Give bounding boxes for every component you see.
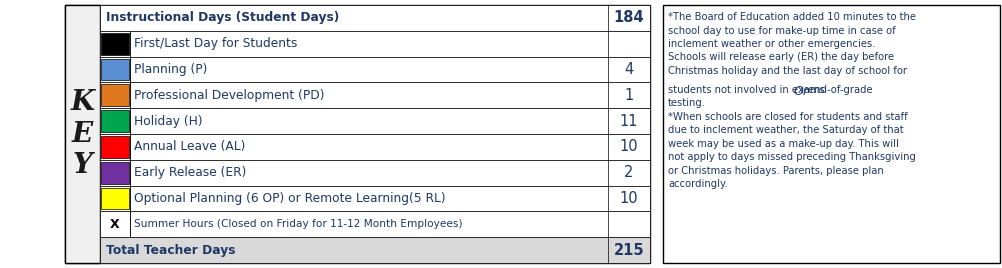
Bar <box>100 82 649 108</box>
Text: Instructional Days (Student Days): Instructional Days (Student Days) <box>106 12 339 24</box>
Bar <box>101 136 129 158</box>
Text: Schools will release early (ER) the day before: Schools will release early (ER) the day … <box>667 53 893 62</box>
Bar <box>100 160 649 186</box>
Text: K
E
Y: K E Y <box>70 89 94 179</box>
Bar <box>100 237 649 263</box>
Text: *The Board of Education added 10 minutes to the: *The Board of Education added 10 minutes… <box>667 12 915 22</box>
Text: 10: 10 <box>619 139 637 154</box>
Bar <box>100 160 130 186</box>
Bar <box>101 59 129 80</box>
Text: Annual Leave (AL): Annual Leave (AL) <box>134 140 245 153</box>
Text: Early Release (ER): Early Release (ER) <box>134 166 246 179</box>
Bar <box>100 57 649 82</box>
Text: students not involved in exams: students not involved in exams <box>667 85 827 95</box>
Bar <box>100 57 130 82</box>
Bar <box>101 110 129 132</box>
Text: due to inclement weather, the Saturday of that: due to inclement weather, the Saturday o… <box>667 125 903 135</box>
Text: 11: 11 <box>619 114 637 129</box>
Bar <box>101 188 129 209</box>
Bar <box>100 82 130 108</box>
Bar <box>100 211 649 237</box>
Text: First/Last Day for Students: First/Last Day for Students <box>134 37 297 50</box>
Text: not apply to days missed preceding Thanksgiving: not apply to days missed preceding Thank… <box>667 152 915 162</box>
Bar <box>101 84 129 106</box>
Bar <box>100 108 649 134</box>
Text: 184: 184 <box>613 10 643 25</box>
Bar <box>100 134 130 160</box>
Text: school day to use for make-up time in case of: school day to use for make-up time in ca… <box>667 25 895 35</box>
Text: 215: 215 <box>613 243 643 258</box>
Text: Total Teacher Days: Total Teacher Days <box>106 244 235 256</box>
Bar <box>100 186 130 211</box>
Text: *When schools are closed for students and staff: *When schools are closed for students an… <box>667 112 907 122</box>
Bar <box>100 134 649 160</box>
Text: 2: 2 <box>623 165 633 180</box>
Text: accordingly.: accordingly. <box>667 179 727 189</box>
Bar <box>100 211 130 237</box>
Bar <box>100 5 649 31</box>
Bar <box>100 186 649 211</box>
Bar <box>662 5 999 263</box>
Text: inclement weather or other emergencies.: inclement weather or other emergencies. <box>667 39 875 49</box>
Bar <box>101 162 129 184</box>
Text: Or: Or <box>793 85 808 98</box>
Bar <box>65 5 100 263</box>
Bar <box>100 31 130 57</box>
Text: Holiday (H): Holiday (H) <box>134 115 202 128</box>
Text: Christmas holiday and the last day of school for: Christmas holiday and the last day of sc… <box>667 66 906 76</box>
Text: Planning (P): Planning (P) <box>134 63 207 76</box>
Bar <box>101 33 129 55</box>
Text: testing.: testing. <box>667 98 705 108</box>
Text: Summer Hours (Closed on Friday for 11-12 Month Employees): Summer Hours (Closed on Friday for 11-12… <box>134 219 462 229</box>
Text: X: X <box>110 218 119 231</box>
Text: week may be used as a make-up day. This will: week may be used as a make-up day. This … <box>667 139 898 149</box>
Bar <box>100 108 130 134</box>
Text: 4: 4 <box>624 62 633 77</box>
Text: Professional Development (PD): Professional Development (PD) <box>134 89 325 102</box>
Text: 10: 10 <box>619 191 637 206</box>
Text: or Christmas holidays. Parents, please plan: or Christmas holidays. Parents, please p… <box>667 166 883 176</box>
Bar <box>65 5 649 263</box>
Text: 1: 1 <box>624 88 633 103</box>
Text: end-of-grade: end-of-grade <box>804 85 872 95</box>
Bar <box>100 31 649 57</box>
Text: Optional Planning (6 OP) or Remote Learning(5 RL): Optional Planning (6 OP) or Remote Learn… <box>134 192 445 205</box>
